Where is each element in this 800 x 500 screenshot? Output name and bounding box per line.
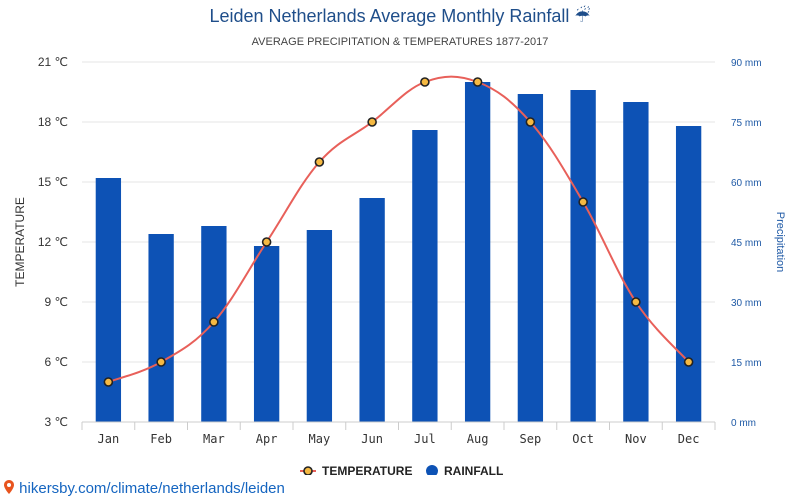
temperature-point bbox=[156, 357, 166, 367]
y-left-tick-label: 9 ℃ bbox=[45, 295, 68, 309]
y-left-axis-title: TEMPERATURE bbox=[13, 197, 27, 287]
rainfall-bar bbox=[359, 198, 385, 422]
x-tick-label: Jul bbox=[414, 432, 436, 446]
chart-title: Leiden Netherlands Average Monthly Rainf… bbox=[0, 6, 800, 27]
x-tick-label: Jan bbox=[98, 432, 120, 446]
legend: TEMPERATURE RAINFALL bbox=[300, 464, 503, 475]
x-tick-label: Mar bbox=[203, 432, 225, 446]
legend-rainfall-label[interactable]: RAINFALL bbox=[444, 464, 503, 475]
x-tick-label: Apr bbox=[256, 432, 278, 446]
map-pin-icon bbox=[4, 480, 18, 497]
y-right-axis-title: Precipitation bbox=[774, 212, 786, 273]
y-left-tick-label: 6 ℃ bbox=[45, 355, 68, 369]
umbrella-icon: ☔ bbox=[574, 6, 591, 26]
x-tick-label: Feb bbox=[150, 432, 172, 446]
temperature-point bbox=[261, 237, 272, 247]
source-link[interactable]: hikersby.com/climate/netherlands/leiden bbox=[4, 480, 285, 497]
x-tick-label: Aug bbox=[467, 432, 489, 446]
y-left-tick-label: 3 ℃ bbox=[45, 415, 68, 429]
rainfall-bar bbox=[412, 130, 438, 422]
x-tick-label: May bbox=[309, 432, 331, 446]
x-tick-label: Jun bbox=[361, 432, 383, 446]
rainfall-bar bbox=[148, 234, 174, 422]
temperature-point bbox=[631, 297, 641, 307]
temperature-point bbox=[472, 77, 483, 87]
temperature-point bbox=[525, 117, 536, 127]
legend-temperature-label[interactable]: TEMPERATURE bbox=[322, 464, 412, 475]
y-right-tick-label: 0 mm bbox=[731, 418, 756, 429]
y-left-tick-label: 12 ℃ bbox=[38, 235, 68, 249]
y-right-tick-label: 45 mm bbox=[731, 238, 762, 249]
x-tick-label: Sep bbox=[520, 432, 542, 446]
y-right-tick-label: 90 mm bbox=[731, 58, 762, 69]
temperature-point bbox=[420, 77, 430, 87]
rainfall-bar bbox=[623, 102, 649, 422]
chart-title-text: Leiden Netherlands Average Monthly Rainf… bbox=[209, 6, 570, 26]
rainfall-bar bbox=[306, 230, 333, 422]
temperature-point bbox=[314, 157, 325, 167]
legend-temperature-swatch-marker bbox=[303, 466, 313, 475]
temperature-point bbox=[367, 117, 377, 127]
chart-subtitle: AVERAGE PRECIPITATION & TEMPERATURES 187… bbox=[251, 36, 549, 48]
axes: 3 ℃ 6 ℃ 9 ℃ 12 ℃ 15 ℃ 18 ℃ 21 ℃ 0 mm 15 mm 30 mm 4… bbox=[13, 55, 786, 446]
rainfall-bar bbox=[517, 94, 544, 422]
rainfall-bar bbox=[253, 246, 280, 422]
y-right-tick-label: 60 mm bbox=[731, 178, 762, 189]
y-right-tick-label: 30 mm bbox=[731, 298, 762, 309]
rainfall-bar bbox=[675, 126, 702, 422]
temperature-point bbox=[578, 197, 588, 207]
y-right-tick-label: 75 mm bbox=[731, 118, 762, 129]
rainfall-bar bbox=[570, 90, 596, 422]
y-left-tick-label: 21 ℃ bbox=[38, 55, 68, 69]
x-tick-label: Dec bbox=[678, 432, 700, 446]
temperature-line bbox=[103, 75, 694, 387]
climate-chart: 3 ℃ 6 ℃ 9 ℃ 12 ℃ 15 ℃ 18 ℃ 21 ℃ 0 mm 15 mm 30 mm 4… bbox=[13, 55, 786, 475]
x-tick-label: Nov bbox=[625, 432, 647, 446]
rainfall-bar bbox=[464, 82, 491, 422]
x-tick-label: Oct bbox=[572, 432, 594, 446]
temperature-point bbox=[683, 357, 694, 367]
y-left-tick-label: 18 ℃ bbox=[38, 115, 68, 129]
y-right-tick-label: 15 mm bbox=[731, 358, 762, 369]
temperature-point bbox=[209, 317, 219, 327]
source-url[interactable]: hikersby.com/climate/netherlands/leiden bbox=[19, 480, 285, 497]
legend-rainfall-swatch bbox=[426, 465, 438, 475]
rainfall-bars bbox=[95, 82, 702, 422]
grid-lines bbox=[82, 61, 715, 423]
temperature-point bbox=[103, 377, 114, 387]
y-left-tick-label: 15 ℃ bbox=[38, 175, 68, 189]
